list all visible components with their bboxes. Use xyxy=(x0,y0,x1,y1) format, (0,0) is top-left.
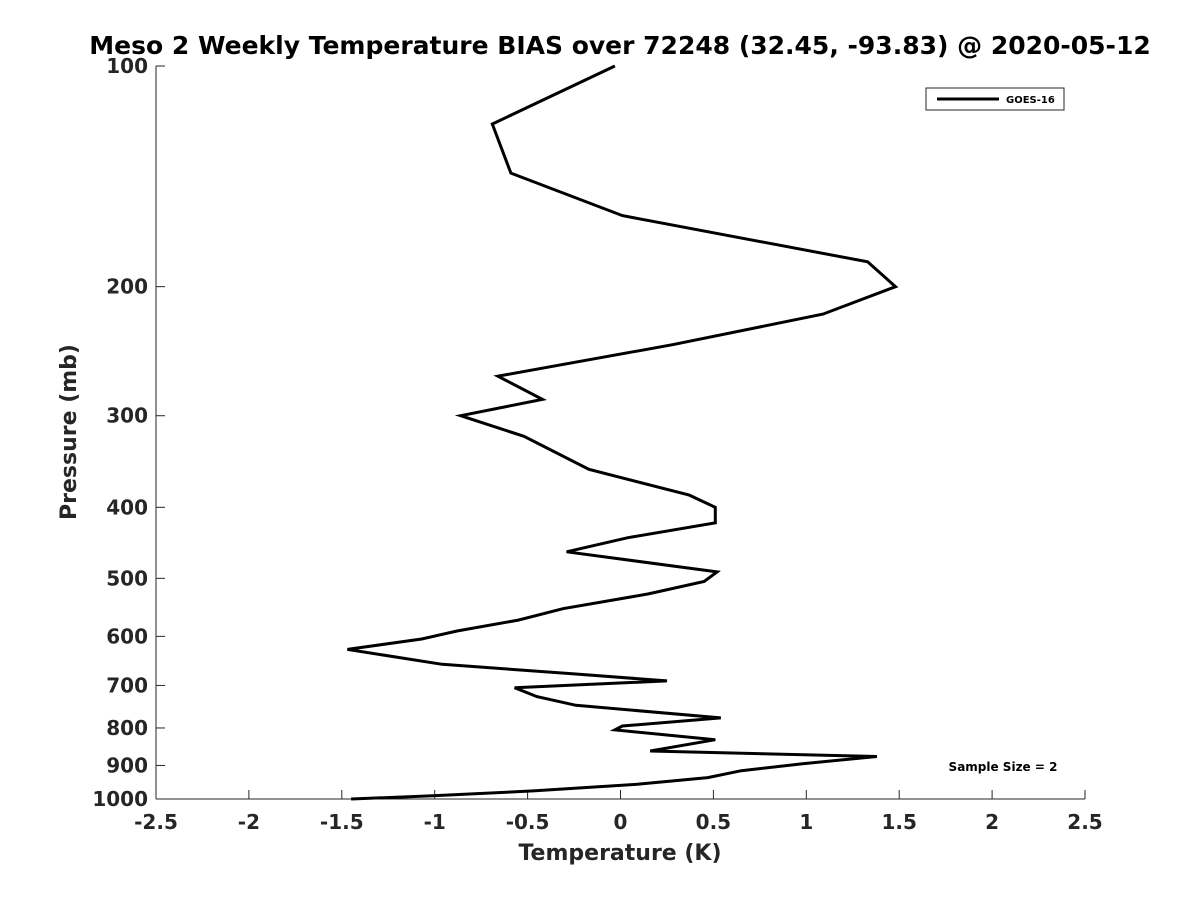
x-tick-label: 2.5 xyxy=(1067,810,1102,834)
axes xyxy=(155,66,1085,800)
series-line xyxy=(347,64,899,801)
y-tick-label: 100 xyxy=(106,54,148,78)
legend-label: GOES-16 xyxy=(1006,95,1055,106)
chart-title: Meso 2 Weekly Temperature BIAS over 7224… xyxy=(89,31,1150,60)
x-tick-label: 0 xyxy=(614,810,628,834)
x-tick-label: -1 xyxy=(424,810,446,834)
sample-size-annotation: Sample Size = 2 xyxy=(949,760,1058,774)
y-axis-label: Pressure (mb) xyxy=(57,344,82,520)
y-ticks: 100 200 300 400 500 600 700 800 900 1000 xyxy=(92,54,165,811)
x-tick-label: 2 xyxy=(985,810,999,834)
x-tick-label: -2.5 xyxy=(134,810,178,834)
plot-lines xyxy=(347,64,899,801)
x-tick-label: -0.5 xyxy=(506,810,550,834)
y-tick-label: 400 xyxy=(106,495,148,519)
x-tick-label: 1 xyxy=(799,810,813,834)
legend: GOES-16 xyxy=(925,87,1065,111)
y-tick-label: 600 xyxy=(106,624,148,648)
x-tick-label: -1.5 xyxy=(320,810,364,834)
y-tick-label: 200 xyxy=(106,275,148,299)
y-tick-label: 500 xyxy=(106,566,148,590)
x-ticks: -2.5 -2 -1.5 -1 -0.5 0 0.5 1 1.5 2 2.5 xyxy=(134,790,1103,834)
y-tick-label: 800 xyxy=(106,716,148,740)
y-tick-label: 1000 xyxy=(92,787,148,811)
x-tick-label: 0.5 xyxy=(696,810,731,834)
y-tick-label: 900 xyxy=(106,753,148,777)
x-tick-label: -2 xyxy=(238,810,260,834)
x-tick-label: 1.5 xyxy=(881,810,916,834)
y-tick-label: 700 xyxy=(106,673,148,697)
y-tick-label: 300 xyxy=(106,404,148,428)
x-axis-label: Temperature (K) xyxy=(518,841,721,866)
